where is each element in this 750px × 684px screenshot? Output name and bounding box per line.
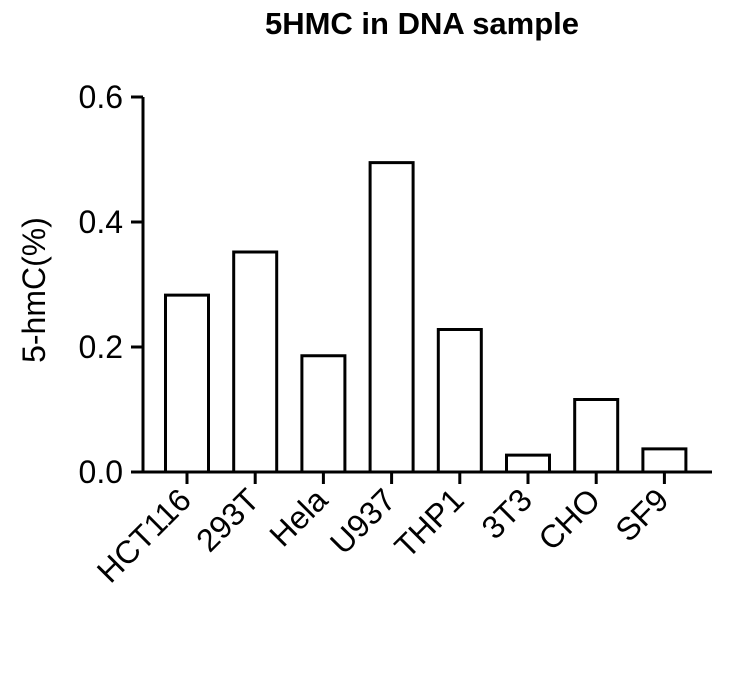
bar-293t <box>232 250 279 474</box>
bar-hela <box>300 354 347 474</box>
x-tick-label: SF9 <box>608 481 675 548</box>
x-tick-label: U937 <box>323 481 403 561</box>
x-tick-label: HCT116 <box>90 481 198 589</box>
x-tick-label: 293T <box>189 481 266 558</box>
y-tick-label: 0.2 <box>79 329 123 365</box>
x-tick-label: THP1 <box>387 481 470 564</box>
y-tick-label: 0.6 <box>79 79 123 115</box>
bar-3t3 <box>505 453 551 474</box>
x-tick-label: CHO <box>531 481 607 557</box>
y-axis-label: 5-hmC(%) <box>16 217 52 363</box>
x-tick-label: Hela <box>262 481 334 553</box>
bar-u937 <box>368 161 415 474</box>
bar-sf9 <box>641 447 688 474</box>
bar-cho <box>573 398 620 474</box>
y-tick-label: 0.4 <box>79 204 123 240</box>
bar-thp1 <box>436 328 483 474</box>
bars-group <box>164 161 688 474</box>
bar-hct116 <box>164 293 210 474</box>
y-axis-ticks: 0.0 0.2 0.4 0.6 <box>79 79 143 490</box>
x-tick-label: 3T3 <box>475 481 539 545</box>
chart-title: 5HMC in DNA sample <box>265 6 579 41</box>
y-tick-label: 0.0 <box>79 454 123 490</box>
